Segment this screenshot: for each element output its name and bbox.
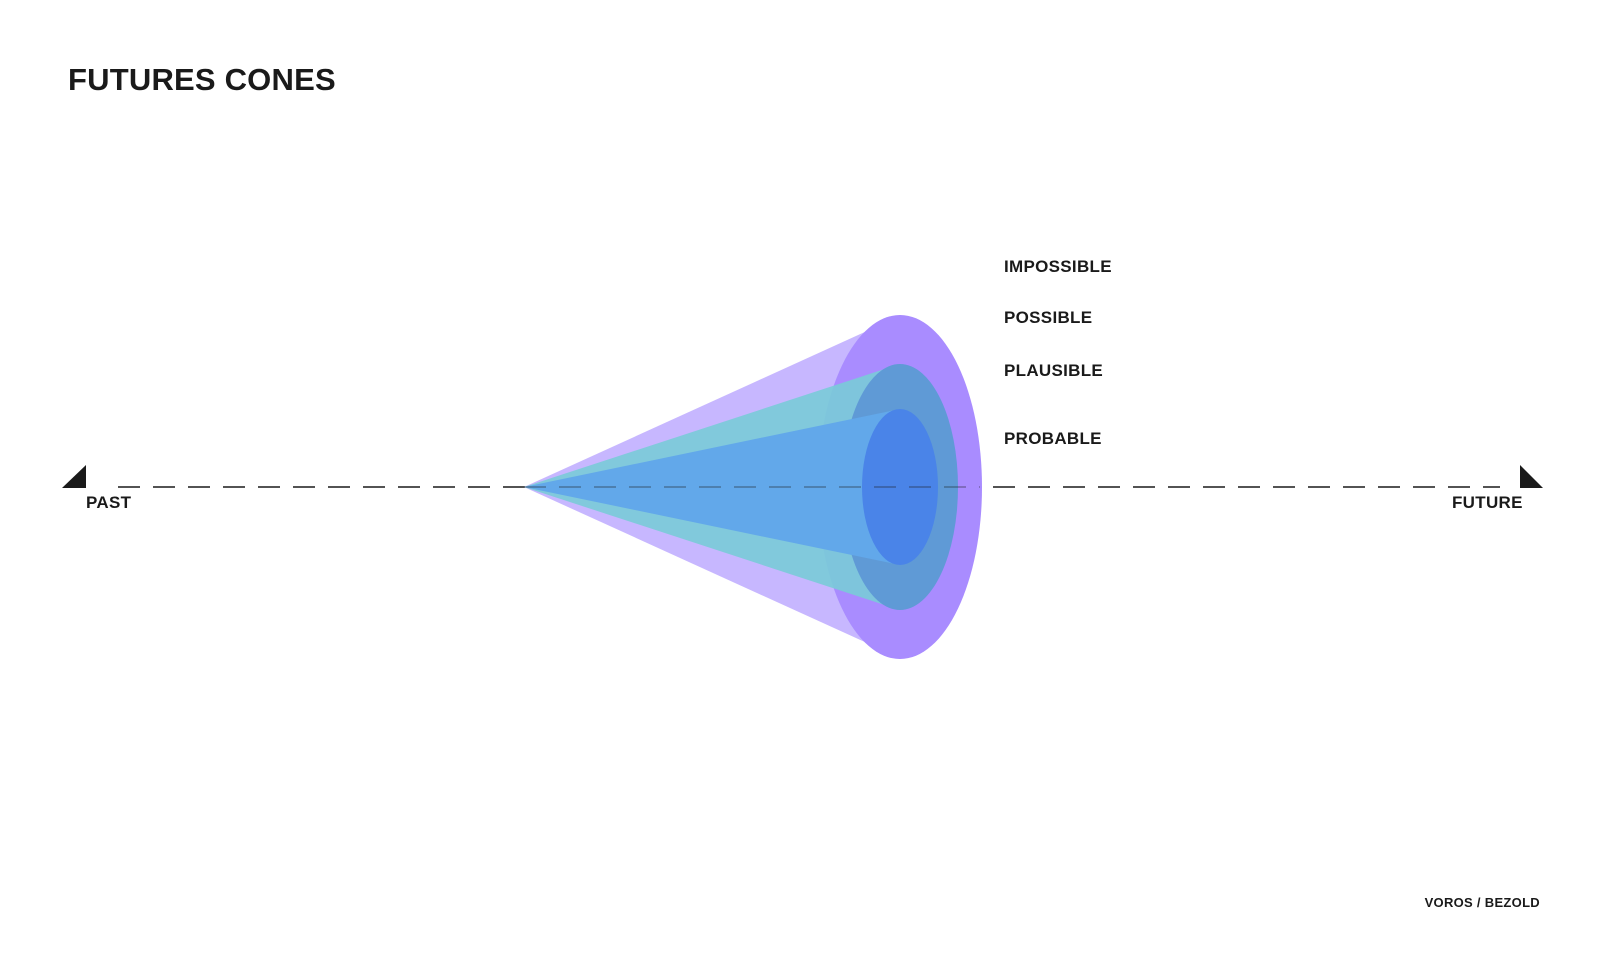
label-impossible: IMPOSSIBLE — [1004, 257, 1112, 276]
cone-probable-body — [524, 409, 900, 565]
credit-text: VOROS / BEZOLD — [1424, 895, 1540, 910]
page-title: FUTURES CONES — [68, 62, 336, 97]
label-probable: PROBABLE — [1004, 429, 1102, 448]
past-marker-icon — [62, 465, 86, 488]
future-marker-icon — [1520, 465, 1543, 488]
label-possible: POSSIBLE — [1004, 308, 1093, 327]
cone-probable-base — [862, 409, 938, 565]
past-label: PAST — [86, 493, 132, 512]
label-plausible: PLAUSIBLE — [1004, 361, 1104, 380]
future-label: FUTURE — [1452, 493, 1523, 512]
cone-probable — [524, 409, 938, 565]
